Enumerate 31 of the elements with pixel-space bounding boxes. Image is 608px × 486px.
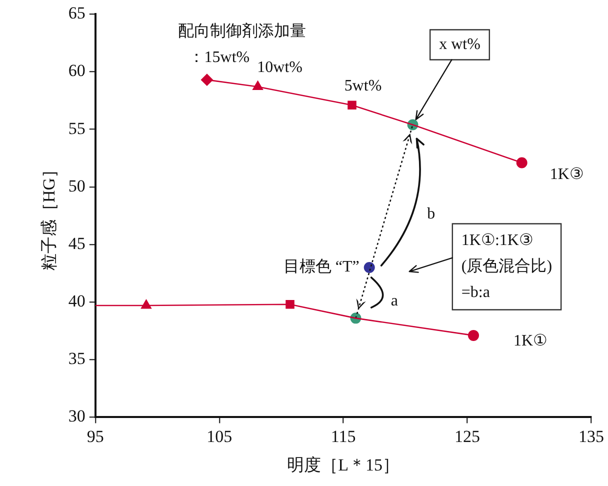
- point: [468, 330, 479, 341]
- y-tick-label: 40: [68, 292, 86, 311]
- point: [516, 157, 528, 168]
- x-tick-label: 95: [86, 426, 104, 446]
- x-tick-label: 105: [206, 426, 232, 446]
- annotation: a: [390, 292, 398, 310]
- y-tick-label: 35: [68, 349, 86, 368]
- point: [140, 300, 152, 309]
- y-tick-label: 30: [68, 406, 86, 426]
- y-tick-label: 60: [68, 61, 86, 80]
- y-tick-label: 55: [68, 118, 86, 138]
- annotation: 目標色 “T”: [283, 258, 360, 276]
- x-tick-label: 115: [330, 426, 356, 446]
- y-tick-label: 50: [68, 176, 86, 196]
- annotation: 1K①:1K③ (原色混合比) =b:a: [461, 232, 552, 301]
- y-tick-label: 65: [68, 4, 86, 23]
- annotation: 1K③: [550, 166, 584, 183]
- x-tick-label: 125: [454, 426, 480, 446]
- annotation: 1K①: [513, 332, 548, 350]
- x-tick-label: 135: [578, 426, 604, 446]
- y-tick-label: 45: [68, 234, 86, 253]
- annotation: 5wt%: [344, 77, 382, 94]
- annotation: x wt%: [439, 36, 480, 53]
- y-axis-title: 粒子感［HG］: [40, 160, 59, 270]
- annotation: 10wt%: [257, 58, 302, 76]
- point: [200, 74, 213, 86]
- annotation: ：15wt%: [188, 49, 250, 66]
- point: [364, 262, 375, 274]
- annotation: 配向制御剤添加量: [178, 22, 306, 40]
- annotation: b: [427, 206, 436, 223]
- x-axis-title: 明度［L＊15］: [287, 455, 400, 474]
